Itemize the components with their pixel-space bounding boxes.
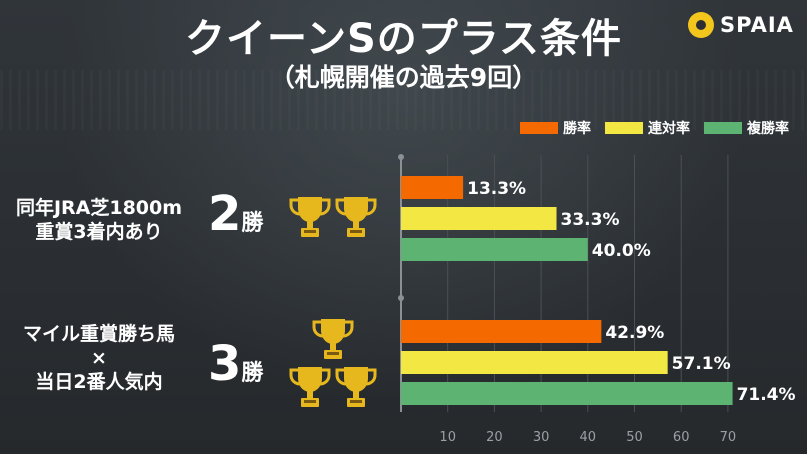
legend-swatch-win: [520, 122, 558, 134]
wins-1: 2勝: [208, 186, 263, 242]
bar: [401, 207, 557, 230]
legend-label-top3: 複勝率: [747, 121, 789, 137]
bar: [401, 382, 733, 405]
x-tick-label: 70: [720, 430, 737, 445]
wins-2-unit: 勝: [241, 361, 264, 386]
legend-label-win: 勝率: [563, 121, 591, 137]
data-label: 13.3%: [467, 179, 526, 199]
condition-2-line-3: 当日2番人気内: [35, 371, 163, 393]
condition-1: 同年JRA芝1800m 重賞3着内あり: [14, 196, 184, 244]
x-tick-label: 50: [626, 430, 643, 445]
legend-item-top2: 連対率: [605, 118, 690, 138]
bar: [401, 238, 588, 261]
background-stands: [0, 70, 807, 130]
chart-legend: 勝率 連対率 複勝率: [520, 118, 789, 138]
condition-1-line-2: 重賞3着内あり: [35, 221, 163, 243]
x-tick-label: 60: [673, 430, 690, 445]
bar: [401, 351, 668, 374]
x-tick-label: 40: [580, 430, 597, 445]
x-tick-label: 30: [533, 430, 550, 445]
condition-2-line-1: マイル重賞勝ち馬: [22, 323, 175, 345]
logo-text: SPAIA: [720, 13, 794, 37]
legend-item-top3: 複勝率: [704, 118, 789, 138]
condition-2: マイル重賞勝ち馬 × 当日2番人気内: [14, 322, 184, 394]
bar: [401, 320, 602, 343]
data-label: 42.9%: [605, 323, 664, 343]
page-title: クイーンSのプラス条件: [184, 16, 622, 62]
data-label: 40.0%: [592, 241, 651, 261]
page-subtitle: （札幌開催の過去9回）: [269, 63, 538, 92]
axis-marker: [398, 154, 404, 160]
wins-1-number: 2: [208, 186, 242, 242]
logo-mark-icon: [688, 12, 714, 38]
bar: [401, 176, 464, 199]
x-tick-label: 20: [486, 430, 503, 445]
legend-item-win: 勝率: [520, 118, 591, 138]
x-tick-label: 10: [439, 430, 456, 445]
spaia-logo: SPAIA: [688, 10, 794, 40]
wins-2-number: 3: [208, 336, 242, 392]
condition-2-line-2: ×: [91, 347, 107, 369]
data-label: 33.3%: [561, 210, 620, 230]
data-label: 57.1%: [672, 354, 731, 374]
legend-swatch-top3: [704, 122, 742, 134]
legend-swatch-top2: [605, 122, 643, 134]
data-label: 71.4%: [737, 385, 796, 405]
wins-1-unit: 勝: [241, 211, 264, 236]
condition-1-line-1: 同年JRA芝1800m: [15, 197, 183, 219]
legend-label-top2: 連対率: [648, 121, 690, 137]
wins-2: 3勝: [208, 336, 263, 392]
axis-marker: [398, 295, 404, 301]
